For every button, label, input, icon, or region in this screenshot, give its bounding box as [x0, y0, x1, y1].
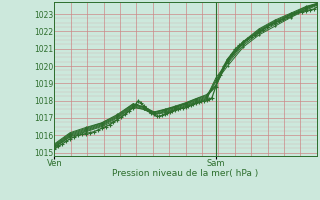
X-axis label: Pression niveau de la mer( hPa ): Pression niveau de la mer( hPa ) — [112, 169, 259, 178]
